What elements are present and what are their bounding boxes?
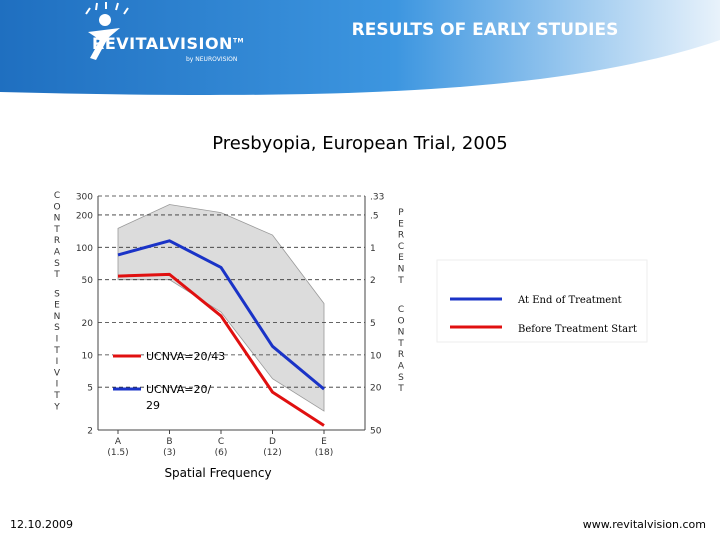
- series-line-before-treatment: [117, 272, 325, 427]
- x-axis-label: Spatial Frequency: [164, 466, 271, 480]
- footer-date: 12.10.2009: [10, 518, 73, 531]
- svg-text:S: S: [54, 323, 60, 333]
- svg-text:E: E: [398, 253, 404, 263]
- y-tick-label-right: 2: [370, 276, 376, 286]
- y-tick-label-left: 50: [82, 276, 94, 286]
- svg-text:N: N: [398, 328, 405, 338]
- y-tick-label-left: 5: [87, 384, 93, 394]
- svg-text:N: N: [54, 312, 61, 322]
- brand-name: REVITALVISIONTM: [92, 34, 245, 53]
- legend-label-before-treatment: Before Treatment Start: [518, 324, 637, 335]
- y-tick-label-left: 20: [82, 319, 94, 329]
- slide-subtitle: Presbyopia, European Trial, 2005: [212, 133, 508, 154]
- y-tick-label-left: 2: [87, 427, 93, 437]
- svg-text:T: T: [53, 270, 60, 280]
- y-tick-label-left: 10: [82, 351, 94, 361]
- normal-range-band: [117, 204, 325, 412]
- annotation-ucnva-after-line2: 29: [146, 399, 160, 412]
- svg-text:O: O: [53, 202, 60, 212]
- svg-text:T: T: [53, 391, 60, 401]
- annotation-ucnva-after-line1: UCNVA=20/: [146, 383, 212, 396]
- svg-text:A: A: [54, 248, 61, 258]
- x-tick-label: E: [321, 437, 327, 447]
- svg-text:R: R: [398, 231, 404, 241]
- svg-text:E: E: [54, 301, 60, 311]
- y-tick-label-right: 10: [370, 351, 382, 361]
- y-tick-label-left: 200: [76, 211, 93, 221]
- revitalvision-logo-icon: [85, 2, 129, 60]
- x-tick-label: C: [218, 437, 224, 447]
- svg-text:T: T: [397, 384, 404, 394]
- annotation-ucnva-before: UCNVA=20/43: [146, 350, 225, 363]
- x-tick-label: B: [166, 437, 172, 447]
- svg-text:I: I: [56, 357, 59, 367]
- svg-text:C: C: [54, 191, 60, 201]
- svg-text:A: A: [398, 362, 405, 372]
- x-tick-sublabel: (1.5): [107, 448, 128, 458]
- x-tick-sublabel: (12): [263, 448, 281, 458]
- svg-text:O: O: [397, 316, 404, 326]
- svg-text:T: T: [53, 346, 60, 356]
- header-banner: [0, 0, 720, 96]
- y-tick-label-right: 50: [370, 427, 382, 437]
- svg-text:V: V: [54, 368, 61, 378]
- svg-text:S: S: [398, 373, 404, 383]
- svg-text:C: C: [398, 305, 404, 315]
- y-tick-label-right: 5: [370, 319, 376, 329]
- y-tick-label-right: .5: [370, 211, 379, 221]
- svg-text:N: N: [54, 214, 61, 224]
- y-tick-label-right: 20: [370, 384, 382, 394]
- brand-subtitle: by NEUROVISION: [186, 56, 238, 63]
- x-tick-label: D: [269, 437, 276, 447]
- svg-text:T: T: [397, 276, 404, 286]
- svg-text:N: N: [398, 265, 405, 275]
- x-tick-sublabel: (18): [315, 448, 333, 458]
- y-tick-label-left: 300: [76, 193, 93, 203]
- series-line-end-of-treatment: [117, 239, 325, 391]
- legend-label-end-of-treatment: At End of Treatment: [517, 295, 622, 306]
- x-tick-sublabel: (3): [163, 448, 176, 458]
- svg-text:I: I: [56, 380, 59, 390]
- y-tick-label-right: .33: [370, 193, 384, 203]
- svg-text:T: T: [53, 225, 60, 235]
- svg-text:S: S: [54, 259, 60, 269]
- svg-text:R: R: [54, 236, 60, 246]
- svg-text:P: P: [398, 208, 404, 218]
- svg-text:Y: Y: [53, 402, 60, 412]
- svg-text:E: E: [398, 219, 404, 229]
- svg-text:T: T: [397, 339, 404, 349]
- svg-text:R: R: [398, 350, 404, 360]
- y-tick-label-left: 100: [76, 244, 93, 254]
- x-tick-sublabel: (6): [215, 448, 228, 458]
- y-tick-label-right: 1: [370, 244, 376, 254]
- x-tick-label: A: [115, 437, 122, 447]
- svg-text:I: I: [56, 335, 59, 345]
- slide-title: RESULTS OF EARLY STUDIES: [351, 20, 619, 40]
- footer-url: www.revitalvision.com: [582, 518, 706, 531]
- svg-text:S: S: [54, 289, 60, 299]
- svg-text:C: C: [398, 242, 404, 252]
